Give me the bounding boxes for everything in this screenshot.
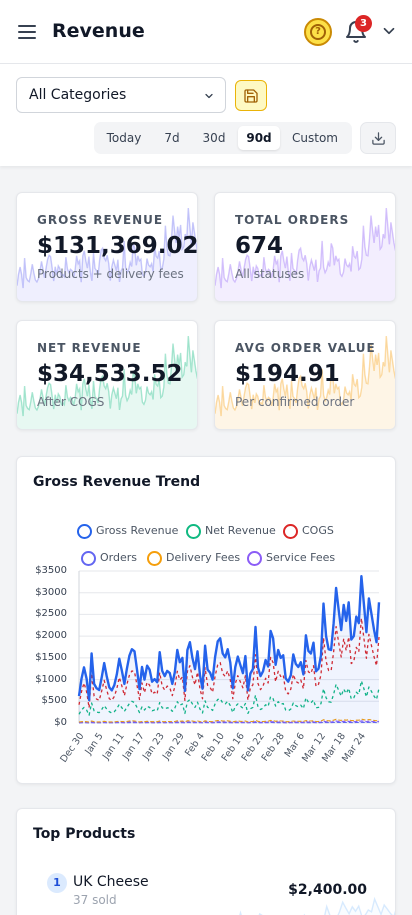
- y-tick-label: $2500: [35, 608, 67, 620]
- menu-icon[interactable]: [16, 20, 40, 44]
- download-button[interactable]: [360, 122, 396, 154]
- product-rank: 1: [47, 873, 67, 893]
- sparkline: [17, 207, 197, 301]
- card-title: Top Products: [33, 826, 136, 842]
- legend-label: Delivery Fees: [166, 551, 241, 564]
- stat-label: TOTAL ORDERS: [235, 213, 350, 227]
- sparkline: [215, 207, 395, 301]
- stat-label: AVG ORDER VALUE: [235, 341, 376, 355]
- y-tick-label: $1000: [35, 673, 67, 685]
- legend-marker: [283, 524, 298, 539]
- chevron-down-icon: [205, 93, 213, 99]
- series-line-cogs: [78, 617, 380, 709]
- legend-marker: [247, 551, 262, 566]
- legend-label: Gross Revenue: [96, 524, 179, 537]
- range-today[interactable]: Today: [106, 131, 142, 145]
- legend-label: COGS: [302, 524, 334, 537]
- series-line-net-revenue: [78, 680, 380, 716]
- series-line-delivery-fees: [78, 718, 380, 723]
- category-select[interactable]: All Categories: [16, 77, 226, 113]
- y-tick-label: $0: [54, 717, 67, 728]
- y-tick-label: $3000: [35, 586, 67, 598]
- sparkline-area: [215, 208, 395, 301]
- stat-subtext: Products + delivery fees: [37, 267, 184, 281]
- stat-value: 674: [235, 233, 284, 259]
- products-sparkline: [239, 896, 395, 915]
- product-name: UK Cheese: [73, 874, 149, 890]
- x-tick-label: Dec 30: [57, 731, 87, 765]
- avg-order-value-card: AVG ORDER VALUE $194.91 Per confirmed or…: [214, 320, 396, 430]
- date-range-selector: Today 7d 30d 90d Custom: [94, 122, 352, 154]
- sparkline-area: [239, 899, 395, 915]
- legend-label: Net Revenue: [205, 524, 276, 537]
- chart-title: Gross Revenue Trend: [33, 474, 201, 490]
- y-tick-label: $3500: [35, 565, 67, 576]
- sparkline: [215, 335, 395, 429]
- sparkline-path: [215, 335, 395, 417]
- save-icon: [244, 88, 258, 103]
- stat-value: $34,533.52: [37, 361, 183, 387]
- page-title: Revenue: [52, 20, 145, 42]
- stat-label: GROSS REVENUE: [37, 213, 164, 227]
- notification-badge: 3: [355, 15, 372, 32]
- series-line-service-fees: [78, 720, 380, 724]
- download-icon: [371, 131, 385, 145]
- stat-subtext: After COGS: [37, 395, 105, 409]
- product-sold-count: 37 sold: [73, 893, 117, 907]
- series-line-orders: [78, 721, 380, 724]
- sparkline: [17, 335, 197, 429]
- total-orders-card: TOTAL ORDERS 674 All statuses: [214, 192, 396, 302]
- legend-marker: [186, 524, 201, 539]
- sparkline-area: [17, 208, 197, 301]
- filter-bar: All Categories Today 7d 30d 90d Custom: [0, 64, 412, 166]
- legend-label: Service Fees: [266, 551, 336, 564]
- help-icon[interactable]: ?: [304, 18, 332, 46]
- sparkline-path: [17, 207, 197, 289]
- sparkline-path: [215, 207, 395, 289]
- gross-revenue-trend-card: Gross Revenue Trend Gross Revenue Net Re…: [16, 456, 396, 784]
- save-button[interactable]: [235, 80, 267, 111]
- range-custom[interactable]: Custom: [292, 131, 338, 145]
- stat-value: $131,369.02: [37, 233, 198, 259]
- stat-label: NET REVENUE: [37, 341, 142, 355]
- range-30d[interactable]: 30d: [202, 131, 226, 145]
- net-revenue-card: NET REVENUE $34,533.52 After COGS: [16, 320, 198, 430]
- legend-label: Orders: [100, 551, 137, 564]
- sparkline-path: [17, 335, 197, 417]
- sparkline-area: [215, 336, 395, 429]
- stat-subtext: All statuses: [235, 267, 305, 281]
- sparkline-area: [17, 336, 197, 429]
- chevron-down-icon[interactable]: [380, 22, 398, 40]
- product-amount: $2,400.00: [288, 882, 367, 898]
- category-select-value: All Categories: [29, 87, 127, 103]
- range-7d[interactable]: 7d: [164, 131, 180, 145]
- stat-subtext: Per confirmed order: [235, 395, 355, 409]
- legend-marker: [147, 551, 162, 566]
- gross-revenue-card: GROSS REVENUE $131,369.02 Products + del…: [16, 192, 198, 302]
- y-tick-label: $1500: [35, 651, 67, 663]
- y-tick-label: $500: [41, 695, 67, 707]
- legend-marker: [77, 524, 92, 539]
- series-area-gross-revenue: [79, 576, 379, 723]
- series-line-gross-revenue: [77, 575, 381, 702]
- range-90d[interactable]: 90d: [238, 126, 280, 150]
- top-products-card: Top Products 1 UK Cheese 37 sold $2,400.…: [16, 808, 396, 915]
- y-tick-label: $2000: [35, 630, 67, 642]
- legend-marker: [81, 551, 96, 566]
- top-bar: Revenue ? 3: [0, 0, 412, 64]
- stat-value: $194.91: [235, 361, 340, 387]
